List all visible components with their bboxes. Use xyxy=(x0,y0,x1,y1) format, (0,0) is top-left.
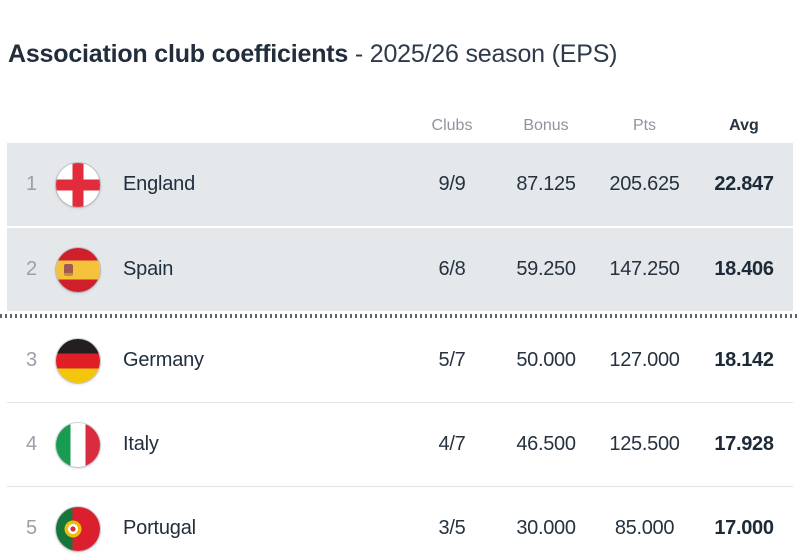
country-name: Portugal xyxy=(123,517,196,539)
rank-number: 2 xyxy=(25,258,38,280)
bonus-value: 59.250 xyxy=(516,258,576,280)
country-name: Italy xyxy=(123,433,159,455)
bonus-value: 30.000 xyxy=(516,517,576,539)
bonus-value: 46.500 xyxy=(516,433,576,455)
pts-value: 147.250 xyxy=(609,258,680,280)
bonus-value: 87.125 xyxy=(516,173,576,195)
clubs-value: 5/7 xyxy=(438,349,466,371)
column-header-avg: Avg xyxy=(729,116,759,134)
table-row[interactable]: 2 Spain 6/8 59.250 147.250 18.406 xyxy=(7,228,793,311)
pts-value: 127.000 xyxy=(609,349,680,371)
column-header-clubs: Clubs xyxy=(431,116,473,134)
country-name: Spain xyxy=(123,258,174,280)
pts-value: 205.625 xyxy=(609,173,680,195)
table-row[interactable]: 4 Italy 4/7 46.500 125.500 17.928 xyxy=(7,403,793,486)
table-row[interactable]: 1 England 9/9 87.125 205.625 22.847 xyxy=(7,143,793,226)
avg-value: 17.000 xyxy=(714,517,774,539)
table-header-row: Clubs Bonus Pts Avg xyxy=(7,108,793,143)
rank-number: 3 xyxy=(25,349,38,371)
avg-value: 22.847 xyxy=(714,173,774,195)
clubs-value: 6/8 xyxy=(438,258,466,280)
bonus-value: 50.000 xyxy=(516,349,576,371)
country-flag-icon xyxy=(56,506,100,551)
table-row[interactable]: 5 Portugal 3/5 30.000 85.000 17.000 xyxy=(7,487,793,555)
flag-cell xyxy=(56,506,110,551)
row-gap xyxy=(0,226,800,228)
rank-number: 1 xyxy=(25,173,38,195)
page-title: Association club coefficients - 2025/26 … xyxy=(8,38,792,70)
country-flag-icon xyxy=(56,338,100,383)
country-name: England xyxy=(123,173,195,195)
qualification-cutoff-line xyxy=(0,314,800,318)
flag-cell xyxy=(56,247,110,292)
table-body: 1 England 9/9 87.125 205.625 22.847 2 Sp… xyxy=(0,143,800,555)
flag-cell xyxy=(56,338,110,383)
table-row[interactable]: 3 Germany 5/7 50.000 127.000 18.142 xyxy=(7,319,793,402)
avg-value: 18.142 xyxy=(714,349,774,371)
page-title-season: - 2025/26 season (EPS) xyxy=(354,40,618,68)
rank-number: 5 xyxy=(25,517,38,539)
column-header-pts: Pts xyxy=(632,116,657,134)
row-divider xyxy=(7,486,793,487)
flag-cell xyxy=(56,162,110,207)
country-flag-icon xyxy=(56,247,100,292)
avg-value: 17.928 xyxy=(714,433,774,455)
pts-value: 85.000 xyxy=(614,517,675,539)
clubs-value: 9/9 xyxy=(438,173,466,195)
coefficients-table: Clubs Bonus Pts Avg 1 England 9/9 87.125… xyxy=(0,108,800,555)
row-divider xyxy=(7,402,793,403)
flag-cell xyxy=(56,422,110,467)
column-header-bonus: Bonus xyxy=(523,116,569,134)
clubs-value: 4/7 xyxy=(438,433,466,455)
country-name: Germany xyxy=(123,349,204,371)
pts-value: 125.500 xyxy=(609,433,680,455)
country-flag-icon xyxy=(56,422,100,467)
avg-value: 18.406 xyxy=(714,258,774,280)
clubs-value: 3/5 xyxy=(438,517,466,539)
country-flag-icon xyxy=(56,162,100,207)
rank-number: 4 xyxy=(25,433,38,455)
page-title-main: Association club coefficients xyxy=(8,40,349,68)
